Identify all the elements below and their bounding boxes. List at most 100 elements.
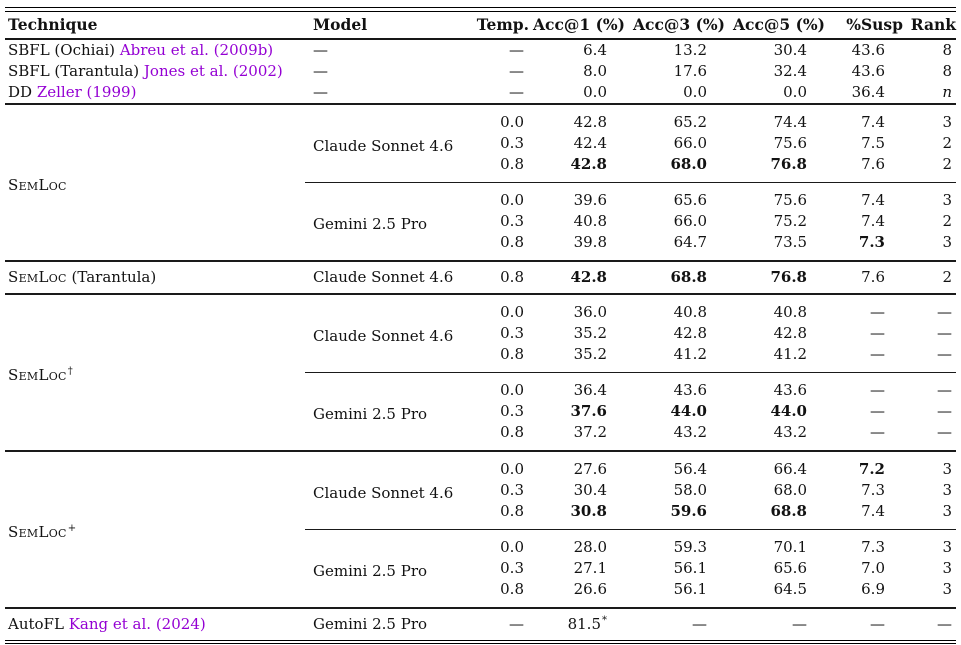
cell-acc3: 64.7	[673, 232, 707, 251]
cell-acc3: 17.6	[673, 61, 707, 80]
table-row: 0.8 39.8 64.7 73.5 7.3 3	[5, 232, 956, 261]
model-cell: —	[313, 61, 328, 80]
technique-name: SemLoc	[8, 176, 67, 195]
cell-rank: 3	[903, 528, 956, 558]
cell-acc5: 43.2	[773, 422, 807, 441]
column-header-rank: Rank	[903, 11, 956, 40]
citation-link[interactable]: Zeller (1999)	[36, 82, 137, 101]
model-cell: Gemini 2.5 Pro	[305, 528, 467, 608]
technique-cell: SemLoc	[5, 102, 305, 261]
column-header-technique: Technique	[5, 11, 305, 40]
cell-temp: —	[509, 61, 524, 80]
cell-acc5: 65.6	[773, 558, 807, 577]
column-header-model: Model	[305, 11, 467, 40]
table-row: SemLoc (Tarantula) Claude Sonnet 4.6 0.8 42…	[5, 259, 956, 294]
cell-temp: 0.0	[467, 102, 529, 133]
cell-rank: 3	[903, 449, 956, 480]
table-top-rule	[5, 7, 956, 12]
table-row: DD Zeller (1999) — — 0.0 0.0 0.0 36.4 n	[5, 82, 956, 104]
cell-rank: 2	[942, 211, 952, 230]
cell-acc3: 56.4	[625, 449, 725, 480]
cell-rank: —	[937, 323, 952, 342]
table-row: SemLoc† Claude Sonnet 4.6 0.0 36.0 40.8 40.8—…	[5, 292, 956, 451]
table-bottom-rule	[5, 639, 956, 645]
cell-susp: 7.6	[861, 154, 885, 173]
cell-rank: 2	[942, 133, 952, 152]
cell-acc5: 75.2	[773, 211, 807, 230]
cell-acc1: 42.8	[570, 154, 607, 173]
cell-acc3: 43.2	[673, 422, 707, 441]
cell-temp: 0.8	[500, 232, 524, 251]
cell-susp: 7.4	[825, 102, 903, 133]
cell-acc5: 70.1	[725, 528, 825, 558]
table-row: 0.3 30.4 58.0 68.0 7.3 3	[5, 480, 956, 501]
cell-susp: 7.4	[861, 211, 885, 230]
citation-link[interactable]: Jones et al. (2002)	[143, 61, 283, 80]
cell-acc5: 73.5	[773, 232, 807, 251]
table-row: 0.8 42.8 68.0 76.8 7.6 2	[5, 154, 956, 183]
cell-temp: 0.3	[500, 323, 524, 342]
model-cell: Gemini 2.5 Pro	[305, 181, 467, 261]
citation-link[interactable]: Abreu et al. (2009b)	[119, 40, 274, 59]
cell-acc5: 66.4	[725, 449, 825, 480]
cell-susp: 36.4	[851, 82, 885, 101]
cell-rank: 8	[942, 40, 952, 59]
cell-rank: —	[937, 422, 952, 441]
cell-acc5: 76.8	[770, 154, 807, 173]
cell-acc1: 28.0	[529, 528, 625, 558]
technique-cell: SemLoc†	[5, 292, 305, 451]
cell-acc1: 42.4	[573, 133, 607, 152]
cell-acc3: 13.2	[673, 40, 707, 59]
model-cell: —	[313, 40, 328, 59]
cell-susp: —	[825, 371, 903, 401]
cell-susp: —	[870, 323, 885, 342]
cell-acc1: 42.8	[529, 102, 625, 133]
cell-susp: 43.6	[851, 61, 885, 80]
cell-temp: 0.8	[500, 154, 524, 173]
cell-susp: —	[870, 422, 885, 441]
cell-temp: 0.3	[500, 133, 524, 152]
cell-acc5: 75.6	[773, 133, 807, 152]
cell-acc1: 37.6	[570, 401, 607, 420]
cell-rank: 3	[903, 181, 956, 211]
cell-acc3: 43.6	[625, 371, 725, 401]
table-row: 0.8 37.2 43.2 43.2 — —	[5, 422, 956, 451]
column-header-acc5: Acc@5 (%)	[725, 11, 825, 40]
cell-acc3: 66.0	[673, 133, 707, 152]
cell-acc1: 6.4	[583, 40, 607, 59]
cell-acc3: 56.1	[673, 558, 707, 577]
cell-temp: 0.8	[467, 259, 529, 294]
table-row: 0.3 40.8 66.0 75.2 7.4 2	[5, 211, 956, 232]
cell-acc1: 35.2	[573, 344, 607, 363]
model-cell: Gemini 2.5 Pro	[305, 371, 467, 451]
cell-acc1: 42.8	[529, 259, 625, 294]
model-cell: Claude Sonnet 4.6	[305, 292, 467, 373]
cell-rank: 2	[942, 154, 952, 173]
cell-temp: 0.3	[500, 480, 524, 499]
cell-acc1: 8.0	[583, 61, 607, 80]
cell-susp: 6.9	[861, 579, 885, 598]
technique-cell: SemLoc (Tarantula)	[5, 259, 305, 294]
cell-acc3: 65.6	[625, 181, 725, 211]
cell-susp: 7.6	[825, 259, 903, 294]
cell-susp: 7.4	[861, 501, 885, 520]
technique-cell: SemLoc+	[5, 449, 305, 608]
cell-acc5: 42.8	[773, 323, 807, 342]
cell-rank: —	[903, 292, 956, 323]
technique-cell: AutoFL Kang et al. (2024)	[5, 606, 305, 640]
model-cell: Claude Sonnet 4.6	[305, 102, 467, 183]
cell-acc5: —	[725, 606, 825, 640]
cell-acc5: 30.4	[773, 40, 807, 59]
citation-link[interactable]: Kang et al. (2024)	[68, 614, 206, 633]
cell-temp: 0.3	[500, 401, 524, 420]
cell-temp: 0.0	[467, 528, 529, 558]
cell-temp: 0.3	[500, 558, 524, 577]
column-header-acc1: Acc@1 (%)	[529, 11, 625, 40]
table-row: 0.3 35.2 42.8 42.8 — —	[5, 323, 956, 344]
cell-rank: —	[903, 371, 956, 401]
cell-temp: 0.8	[500, 344, 524, 363]
cell-acc5: 68.8	[770, 501, 807, 520]
cell-acc5: 0.0	[783, 82, 807, 101]
cell-temp: —	[509, 82, 524, 101]
cell-acc3: 59.3	[625, 528, 725, 558]
